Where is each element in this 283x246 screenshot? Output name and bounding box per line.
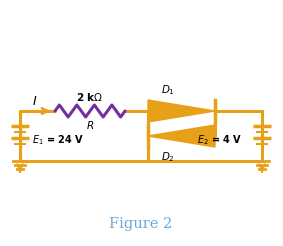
Polygon shape [148, 100, 215, 122]
Text: $E_1$ = 24 V: $E_1$ = 24 V [32, 133, 84, 147]
Text: $D_2$: $D_2$ [160, 150, 174, 164]
Text: 2 k$\Omega$: 2 k$\Omega$ [76, 91, 104, 103]
Text: $I$: $I$ [32, 95, 38, 108]
Text: $D_1$: $D_1$ [160, 83, 175, 97]
Text: Figure 2: Figure 2 [109, 217, 173, 231]
Polygon shape [148, 125, 215, 147]
Text: $R$: $R$ [86, 119, 94, 131]
Text: $E_2$ = 4 V: $E_2$ = 4 V [197, 133, 243, 147]
